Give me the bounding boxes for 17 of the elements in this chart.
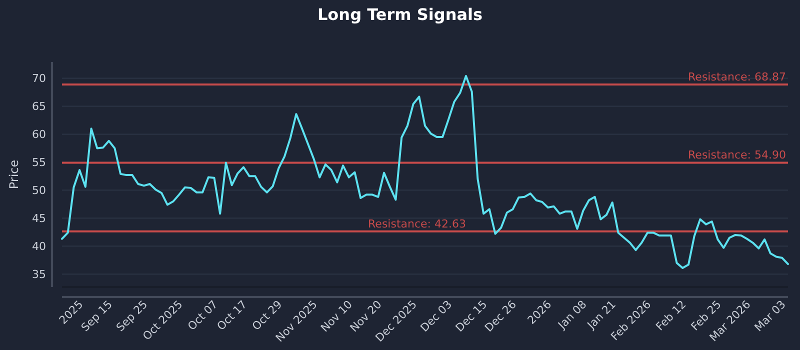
y-tick-label: 40 (32, 240, 46, 253)
x-tick-label: Feb 12 (653, 298, 689, 334)
x-tick-label: Mar 03 (752, 298, 788, 334)
ref-line-label: Resistance: 42.63 (368, 217, 466, 230)
ref-line-label: Resistance: 68.87 (688, 70, 786, 84)
y-tick-label: 45 (32, 212, 46, 226)
x-tick-label: Oct 17 (214, 298, 250, 333)
y-tick-label: 50 (32, 184, 46, 198)
y-tick-label: 65 (32, 100, 46, 114)
y-tick-label: 70 (32, 72, 46, 86)
x-tick-label: Dec 03 (418, 298, 455, 335)
y-tick-label: 60 (32, 128, 46, 142)
chart-title: Long Term Signals (317, 5, 483, 24)
y-axis-title: Price (7, 160, 21, 190)
ref-line-label: Resistance: 54.90 (688, 148, 786, 162)
y-tick-label: 35 (32, 268, 46, 281)
y-tick-label: 55 (32, 156, 46, 170)
